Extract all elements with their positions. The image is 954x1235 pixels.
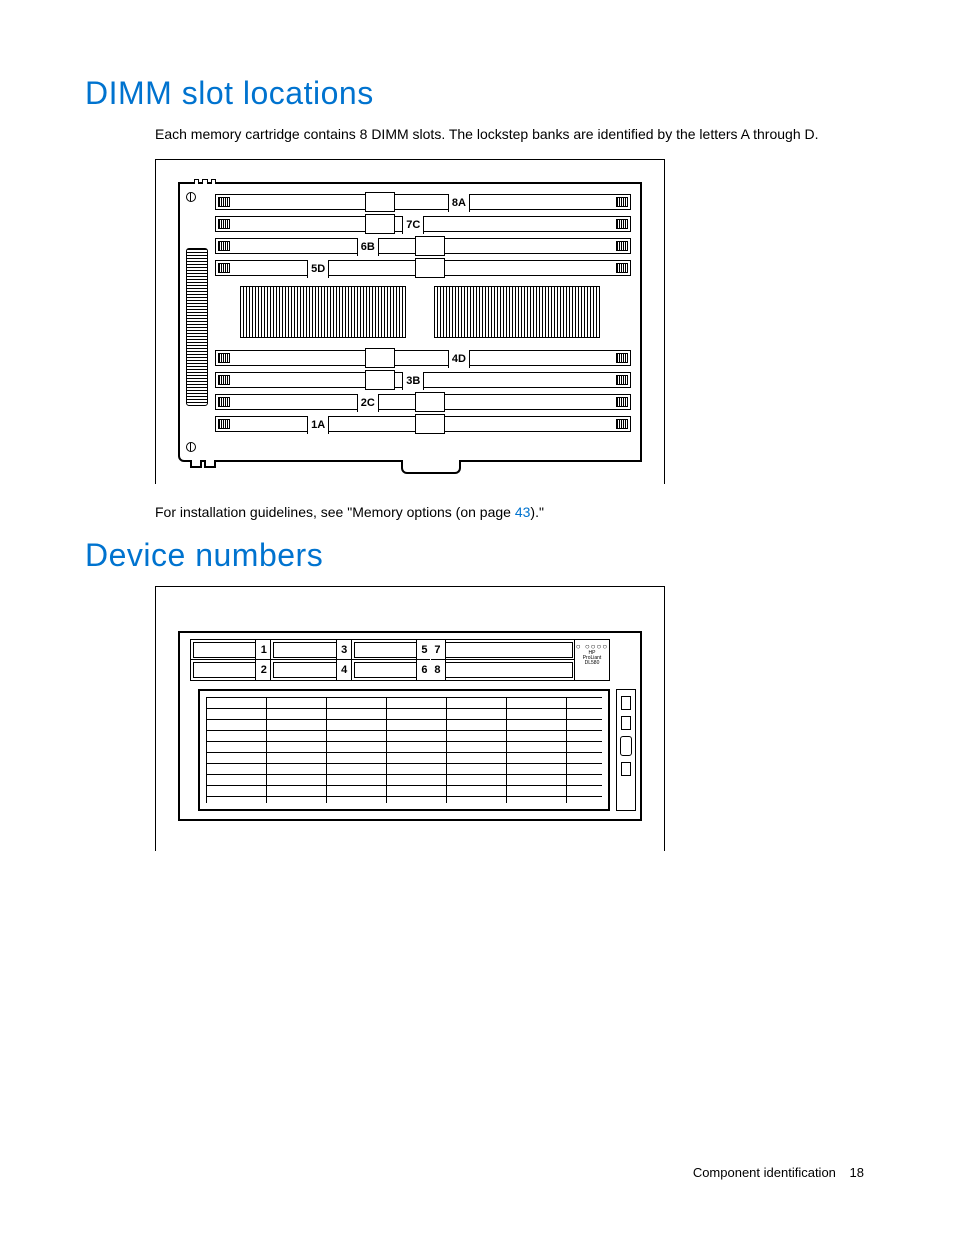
dimm-slot-4D: 4D [214,350,632,366]
heading-dimm-slot-locations: DIMM slot locations [85,75,869,112]
dimm-slot-8A: 8A [214,194,632,210]
dimm-slot-7C: 7C [214,216,632,232]
bay-number-8: 8 [430,660,446,680]
dimm-diagram-frame: 8A 7C 6B 5D 4D 3B 2C 1A [155,159,665,484]
footer-page-number: 18 [850,1165,864,1180]
page-footer: Component identification 18 [693,1165,864,1180]
bay-column: 56 [351,639,431,681]
board-tab [190,460,202,468]
board-tab [204,460,216,468]
dimm-label-2C: 2C [357,394,379,412]
bay-number-2: 2 [255,660,271,680]
edge-connector [186,248,208,406]
dimm-label-4D: 4D [448,350,470,368]
front-control-panel: ○ ○○○○HPProLiantDL580 [574,639,610,681]
bay-number-1: 1 [255,640,271,660]
heatsink-block [434,286,600,338]
footer-section: Component identification [693,1165,836,1180]
dimm-label-3B: 3B [402,372,424,390]
dimm-slot-5D: 5D [214,260,632,276]
bay-number-7: 7 [430,640,446,660]
heatsink-pair [240,286,600,338]
bay-number-3: 3 [336,640,352,660]
side-io-ports [616,689,636,811]
bay-column: 12 [190,639,270,681]
dimm-slot-1A: 1A [214,416,632,432]
dimm-slot-3B: 3B [214,372,632,388]
screw-icon [186,192,196,202]
heatsink-block [240,286,406,338]
screw-icon [186,442,196,452]
drive-bay-strip: 12345678○ ○○○○HPProLiantDL580 [190,639,610,681]
dimm-label-8A: 8A [448,194,470,212]
page-link-43[interactable]: 43 [515,504,531,520]
dimm-slot-6B: 6B [214,238,632,254]
dimm-label-5D: 5D [307,260,329,278]
bay-column: 34 [270,639,350,681]
board-ridge [401,460,461,474]
dimm-slot-2C: 2C [214,394,632,410]
dimm-label-1A: 1A [307,416,329,434]
front-grille [198,689,610,811]
device-diagram-frame: 12345678○ ○○○○HPProLiantDL580 [155,586,665,851]
dimm-intro-text: Each memory cartridge contains 8 DIMM sl… [155,124,869,145]
dimm-followup-text: For installation guidelines, see "Memory… [155,502,869,523]
dimm-label-6B: 6B [357,238,379,256]
dimm-board: 8A 7C 6B 5D 4D 3B 2C 1A [178,182,642,462]
dimm-label-7C: 7C [402,216,424,234]
bay-number-4: 4 [336,660,352,680]
device-chassis: 12345678○ ○○○○HPProLiantDL580 [178,631,642,821]
heading-device-numbers: Device numbers [85,537,869,574]
